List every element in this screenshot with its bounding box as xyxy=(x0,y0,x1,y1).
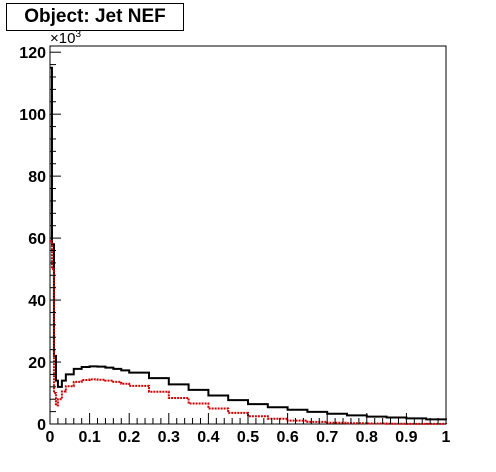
axis-layer: 0 0.1 0.2 0.3 0.4 0.5 0.6 0.7 0.8 0.9 1 0 20 40 60 80 10… xyxy=(19,45,450,446)
x-tick-label: 0.4 xyxy=(197,429,219,446)
y-tick-label: 20 xyxy=(28,355,46,372)
x-tick-label: 0.6 xyxy=(276,429,298,446)
y-tick-label: 40 xyxy=(28,293,46,310)
y-tick-label: 100 xyxy=(19,107,46,124)
chart-title: Object: Jet NEF xyxy=(6,3,184,31)
y-tick-label: 120 xyxy=(19,45,46,62)
series-layer xyxy=(50,66,447,425)
y-tick-label: 60 xyxy=(28,231,46,248)
x-tick-label: 1 xyxy=(442,429,451,446)
x-tick-label: 0.1 xyxy=(78,429,100,446)
series-line-1 xyxy=(50,240,447,425)
y-tick-label: 0 xyxy=(37,417,46,434)
y-tick-label: 80 xyxy=(28,169,46,186)
x-tick-label: 0.5 xyxy=(237,429,259,446)
x-tick-label: 0.2 xyxy=(118,429,140,446)
x-tick-label: 0.9 xyxy=(395,429,417,446)
x-tick-label: 0.8 xyxy=(356,429,378,446)
series-line-0 xyxy=(50,66,447,421)
x-tick-label: 0.7 xyxy=(316,429,338,446)
x-tick-label: 0 xyxy=(46,429,55,446)
y-multiplier-label: ×103 xyxy=(50,29,81,47)
x-tick-label: 0.3 xyxy=(158,429,180,446)
